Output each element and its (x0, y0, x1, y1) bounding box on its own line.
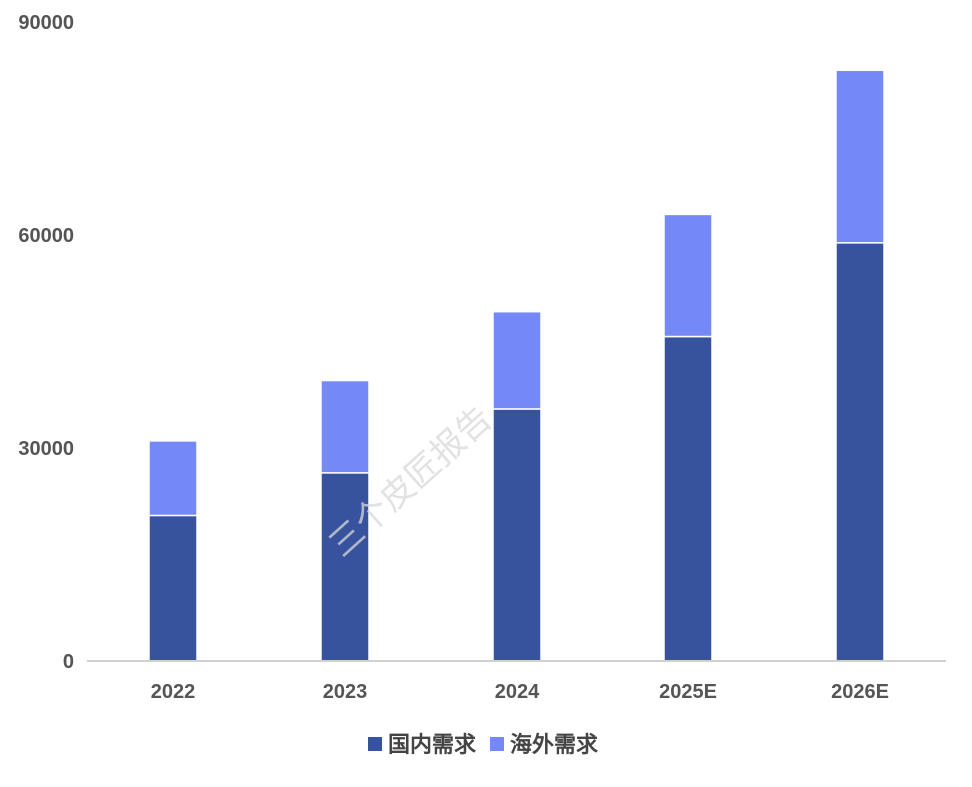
bar-overseas-2023 (320, 379, 370, 474)
bar-overseas-2024 (492, 310, 542, 410)
y-tick-label: 60000 (18, 225, 74, 247)
bar-overseas-2026E (835, 69, 885, 244)
bar-domestic-2026E (835, 242, 885, 662)
bar-domestic-2022 (148, 514, 198, 662)
y-axis-ticks: 0 30000 60000 90000 (18, 12, 74, 673)
y-tick-label: 30000 (18, 438, 74, 460)
bar-domestic-2024 (492, 408, 542, 662)
legend-label-overseas: 海外需求 (510, 732, 598, 757)
legend-label-domestic: 国内需求 (388, 732, 476, 757)
bars-group (148, 69, 885, 662)
legend-swatch-domestic (368, 737, 382, 751)
legend-swatch-overseas (490, 737, 504, 751)
legend: 国内需求 海外需求 (368, 732, 598, 757)
x-tick-label: 2023 (323, 681, 368, 703)
x-tick-label: 2022 (151, 681, 196, 703)
bar-domestic-2025E (663, 335, 713, 662)
bar-overseas-2025E (663, 213, 713, 338)
bar-overseas-2022 (148, 440, 198, 517)
x-axis-ticks: 2022 2023 2024 2025E 2026E (151, 681, 889, 703)
y-tick-label: 0 (63, 651, 74, 673)
x-tick-label: 2024 (495, 681, 540, 703)
x-tick-label: 2026E (831, 681, 889, 703)
x-tick-label: 2025E (659, 681, 717, 703)
bar-domestic-2023 (320, 472, 370, 662)
y-tick-label: 90000 (18, 12, 74, 34)
